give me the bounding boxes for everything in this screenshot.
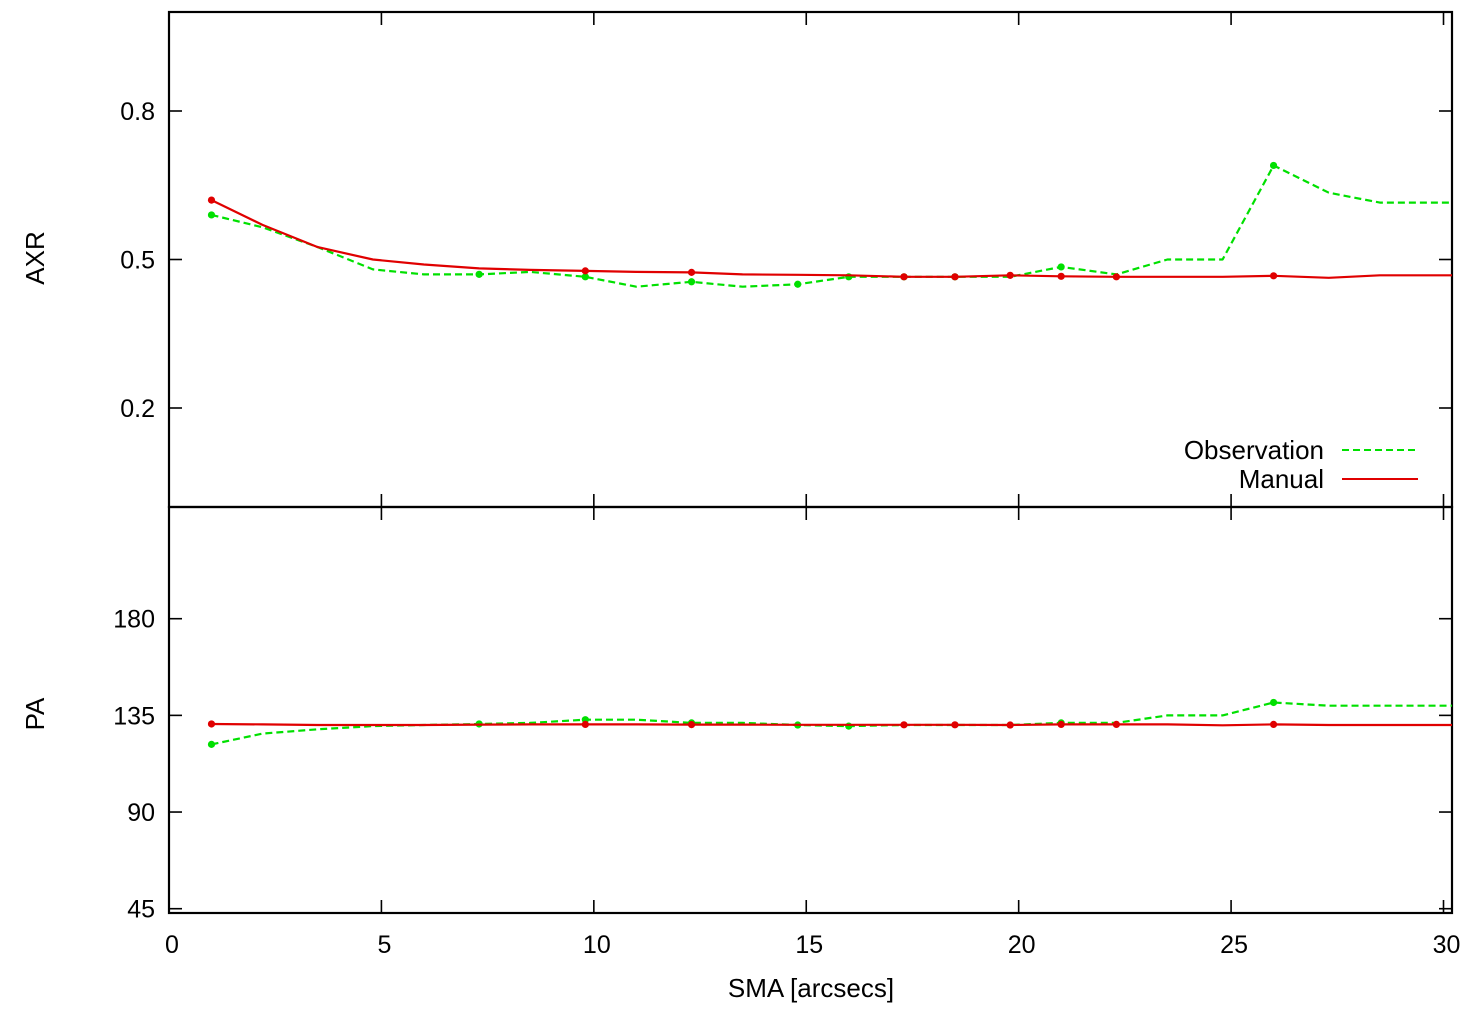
axr-ytick-label-0-5: 0.5 <box>120 247 155 275</box>
pa-ytick-label-45: 45 <box>127 896 155 924</box>
pa-ytick-label-180: 180 <box>113 606 155 634</box>
axr-series-manual-point <box>687 268 696 276</box>
pa-panel: 45 90 135 180 0 5 10 15 20 25 30 PA SMA [arcsecs] <box>20 505 1461 1003</box>
axr-series-manual-point <box>207 196 216 204</box>
legend-label-observation: Observation <box>1184 435 1324 465</box>
axr-series-observation-point <box>581 273 589 281</box>
pa-ytick-label-135: 135 <box>113 702 155 730</box>
axr-series-manual-point <box>951 273 959 281</box>
axr-series-observation-point <box>1057 263 1065 271</box>
pa-ytick-label-90: 90 <box>127 799 155 827</box>
pa-series-manual-line <box>211 722 1452 727</box>
pa-series-manual-point <box>687 721 696 729</box>
pa-series-manual-point <box>1269 720 1278 728</box>
pa-series-manual-point <box>581 720 589 728</box>
pa-series-manual-point <box>1112 720 1120 728</box>
pa-series-manual-point <box>900 721 908 729</box>
xtick-label-5: 5 <box>377 931 391 959</box>
axr-panel: 0.2 0.5 0.8 AXR Observation Manual <box>20 10 1454 509</box>
axr-series-manual-point <box>1112 273 1120 281</box>
axr-series-observation-point <box>475 270 483 278</box>
pa-series-manual-point <box>1057 720 1065 728</box>
pa-series-observation-point <box>1269 698 1278 707</box>
pa-plot-area: 45 90 135 180 0 5 10 15 20 25 30 <box>113 505 1461 959</box>
axr-series-observation-point <box>207 211 216 219</box>
legend-label-manual: Manual <box>1239 464 1324 494</box>
axr-ytick-label-0-2: 0.2 <box>120 395 155 423</box>
xtick-label-20: 20 <box>1008 931 1036 959</box>
pa-frame <box>167 505 1454 915</box>
axr-axis-label: AXR <box>20 231 50 284</box>
pa-series-manual-point <box>951 721 959 729</box>
xtick-label-0: 0 <box>165 931 179 959</box>
legend: Observation Manual <box>1184 435 1418 494</box>
pa-series-manual-point <box>1006 721 1014 729</box>
axr-ytick-label-0-8: 0.8 <box>120 98 155 126</box>
axr-series-manual-point <box>1057 272 1065 280</box>
xtick-label-25: 25 <box>1220 931 1248 959</box>
pa-series-manual-point <box>207 720 216 728</box>
x-axis-label: SMA [arcsecs] <box>728 973 894 1003</box>
xtick-label-10: 10 <box>583 931 611 959</box>
axr-series-observation-point <box>687 278 696 286</box>
axr-series-manual-point <box>1269 272 1278 280</box>
axr-series-observation-point <box>794 280 802 288</box>
axr-series-manual-point <box>900 273 908 281</box>
pa-series-observation-point <box>207 740 216 748</box>
pa-axis-label: PA <box>20 697 50 730</box>
pa-series-observation-point <box>845 722 853 730</box>
axr-series-manual-point <box>581 267 589 275</box>
axr-series-manual-line <box>211 199 1452 279</box>
axr-series-manual-point <box>1006 271 1014 279</box>
xtick-label-15: 15 <box>795 931 823 959</box>
axr-series-observation-point <box>1269 161 1278 170</box>
axr-series-observation-line <box>211 164 1452 288</box>
xtick-label-30: 30 <box>1433 931 1461 959</box>
